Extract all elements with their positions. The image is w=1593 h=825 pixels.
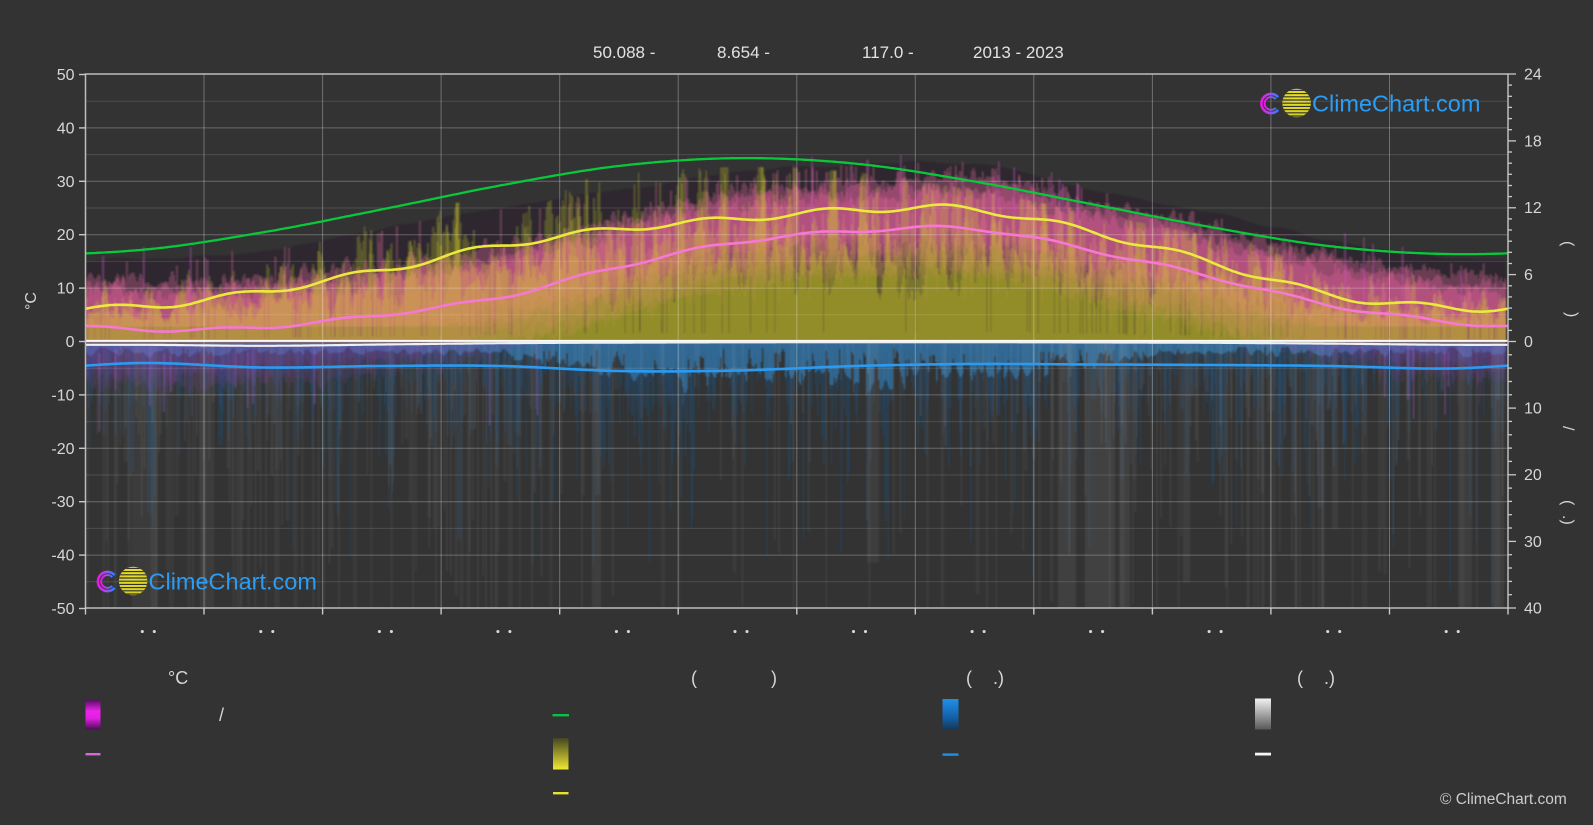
svg-text:0: 0	[66, 334, 75, 351]
svg-text:6: 6	[1524, 267, 1533, 284]
svg-text:-20: -20	[51, 441, 74, 458]
svg-text:30: 30	[1524, 534, 1542, 551]
svg-text:24: 24	[1524, 67, 1542, 84]
svg-text:-30: -30	[51, 494, 74, 511]
svg-text:(: (	[691, 668, 697, 688]
svg-text:/: /	[219, 705, 224, 725]
svg-text:ClimeChart.com: ClimeChart.com	[1312, 90, 1480, 116]
svg-text:.): .)	[1559, 515, 1576, 525]
svg-text:117.0 -: 117.0 -	[862, 43, 914, 62]
svg-text:/: /	[1559, 426, 1576, 431]
svg-text:-40: -40	[51, 548, 74, 565]
svg-text:50.088 -: 50.088 -	[593, 43, 655, 62]
svg-text:10: 10	[1524, 401, 1542, 418]
svg-text:(: (	[1297, 668, 1303, 688]
svg-text:© ClimeChart.com: © ClimeChart.com	[1440, 791, 1567, 808]
svg-text:(: (	[1559, 241, 1576, 247]
svg-text:40: 40	[1524, 601, 1542, 618]
svg-text:.): .)	[993, 668, 1004, 688]
svg-text:2013 - 2023: 2013 - 2023	[973, 43, 1064, 62]
svg-text:°C: °C	[23, 292, 40, 310]
svg-text:20: 20	[1524, 467, 1542, 484]
svg-text:0: 0	[1524, 334, 1533, 351]
svg-text:°C: °C	[168, 668, 188, 688]
svg-text:(: (	[966, 668, 972, 688]
svg-text:-10: -10	[51, 387, 74, 404]
svg-text:ClimeChart.com: ClimeChart.com	[149, 568, 317, 594]
svg-text:20: 20	[57, 227, 75, 244]
svg-text:30: 30	[57, 174, 75, 191]
svg-text:-50: -50	[51, 601, 74, 618]
svg-text:.): .)	[1324, 668, 1335, 688]
svg-text:18: 18	[1524, 133, 1542, 150]
svg-text:10: 10	[57, 281, 75, 298]
svg-text:40: 40	[57, 120, 75, 137]
svg-text:50: 50	[57, 67, 75, 84]
svg-text:): )	[771, 668, 777, 688]
svg-text:): )	[1563, 312, 1580, 317]
svg-text:(: (	[1559, 500, 1576, 506]
svg-text:12: 12	[1524, 200, 1542, 217]
svg-text:8.654 -: 8.654 -	[717, 43, 770, 62]
